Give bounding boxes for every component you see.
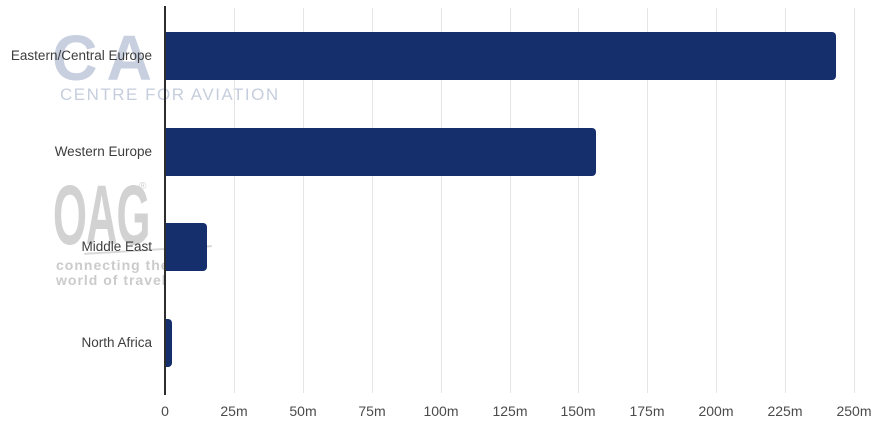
category-label: Middle East bbox=[81, 239, 152, 254]
x-tick-label: 250m bbox=[836, 403, 872, 419]
x-tick-label: 200m bbox=[698, 403, 734, 419]
category-label: North Africa bbox=[81, 335, 152, 350]
gridline bbox=[716, 8, 717, 393]
gridline bbox=[510, 8, 511, 393]
x-tick-label: 75m bbox=[358, 403, 386, 419]
x-tick-label: 25m bbox=[220, 403, 248, 419]
gridline bbox=[234, 8, 235, 393]
category-label: Eastern/Central Europe bbox=[10, 48, 152, 63]
oag-tagline-line2: world of travel bbox=[56, 272, 167, 288]
bar-western-europe[interactable] bbox=[166, 128, 596, 176]
x-tick-label: 50m bbox=[289, 403, 317, 419]
y-axis-line bbox=[164, 6, 166, 395]
x-tick-label: 150m bbox=[560, 403, 596, 419]
oag-watermark-logo: OAG bbox=[53, 168, 150, 262]
x-tick-label: 175m bbox=[629, 403, 665, 419]
x-tick-label: 125m bbox=[492, 403, 528, 419]
gridline bbox=[372, 8, 373, 393]
bar-eastern-central-europe[interactable] bbox=[166, 32, 836, 80]
gridline bbox=[303, 8, 304, 393]
bar-middle-east[interactable] bbox=[166, 223, 207, 271]
capa-watermark-subtitle: CENTRE FOR AVIATION bbox=[60, 85, 280, 104]
bar-north-africa[interactable] bbox=[166, 319, 172, 367]
gridline bbox=[854, 8, 855, 393]
x-tick-label: 100m bbox=[423, 403, 459, 419]
gridline bbox=[647, 8, 648, 393]
gridline bbox=[441, 8, 442, 393]
x-tick-label: 0 bbox=[161, 403, 169, 419]
category-label: Western Europe bbox=[54, 144, 152, 159]
gridline bbox=[578, 8, 579, 393]
oag-tagline-line1: connecting the bbox=[56, 257, 170, 273]
x-tick-label: 225m bbox=[767, 403, 803, 419]
oag-registered-mark: ® bbox=[139, 181, 147, 192]
gridline bbox=[785, 8, 786, 393]
